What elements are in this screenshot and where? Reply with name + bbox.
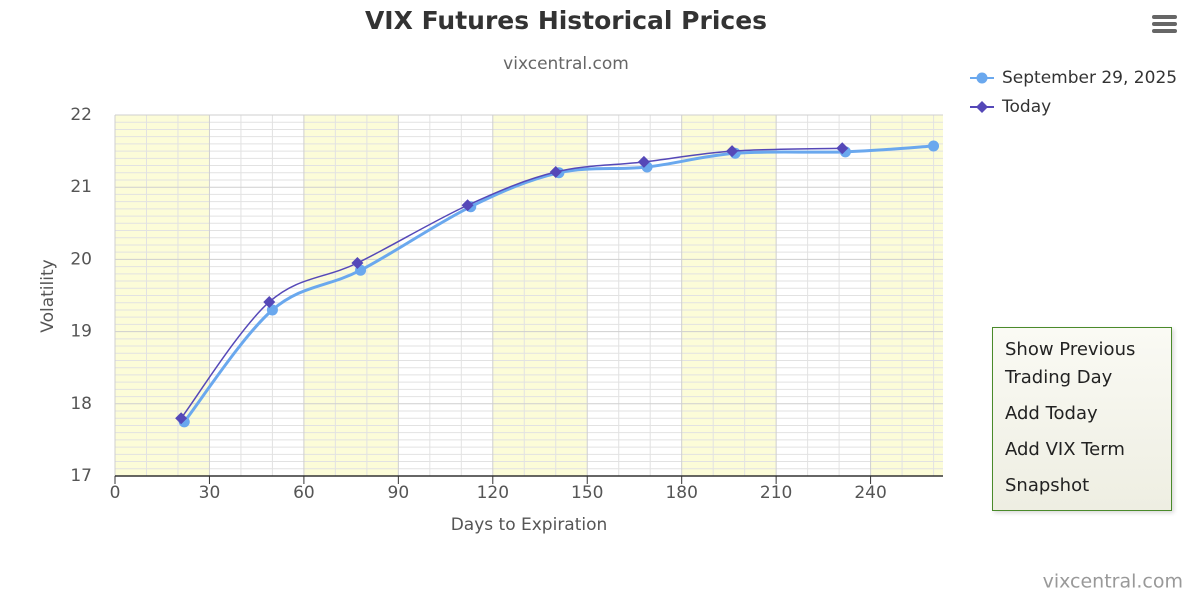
data-point [549,166,562,179]
x-tick-label: 90 [388,483,410,503]
y-tick-label: 20 [70,249,92,269]
x-tick-label: 30 [199,483,221,503]
x-axis-title: Days to Expiration [451,515,608,535]
menu-icon-bar[interactable] [1152,22,1177,26]
data-point [976,72,988,84]
y-tick-label: 17 [70,466,92,486]
y-tick-label: 19 [70,322,92,342]
x-tick-label: 210 [760,483,792,503]
x-tick-label: 180 [665,483,697,503]
menu-icon-bar[interactable] [1152,15,1177,19]
credits: vixcentral.com [1043,571,1183,593]
data-point [175,412,188,425]
legend-label: September 29, 2025 [1002,68,1177,88]
x-tick-label: 60 [293,483,315,503]
series-line [183,144,934,423]
y-tick-label: 22 [70,105,92,125]
chart-title: VIX Futures Historical Prices [365,6,767,35]
menu-button[interactable] [1152,15,1177,33]
data-point [726,145,739,158]
context-menu: Show Previous Trading Day Add Today Add … [992,327,1172,511]
y-tick-label: 18 [70,394,92,414]
menu-icon-bar[interactable] [1152,29,1177,33]
data-point [351,257,364,270]
data-point [976,101,988,113]
menu-item[interactable]: Show Previous Trading Day [1005,339,1136,388]
plot-background [115,115,943,476]
menu-item[interactable]: Add Today [1005,403,1098,424]
data-point [928,140,940,152]
x-tick-label: 150 [571,483,603,503]
data-point [263,295,276,308]
menu-item[interactable]: Add VIX Term [1005,439,1125,460]
legend-label: Today [1001,97,1051,117]
x-tick-label: 240 [854,483,886,503]
x-tick-label: 0 [110,483,121,503]
y-tick-label: 21 [70,177,92,197]
chart-subtitle: vixcentral.com [503,54,629,74]
x-tick-label: 120 [477,483,509,503]
data-point [461,199,474,212]
data-point [637,155,650,168]
data-point [836,142,849,155]
series [175,142,849,425]
menu-item[interactable]: Snapshot [1005,475,1090,496]
y-axis-title: Volatility [38,259,58,332]
